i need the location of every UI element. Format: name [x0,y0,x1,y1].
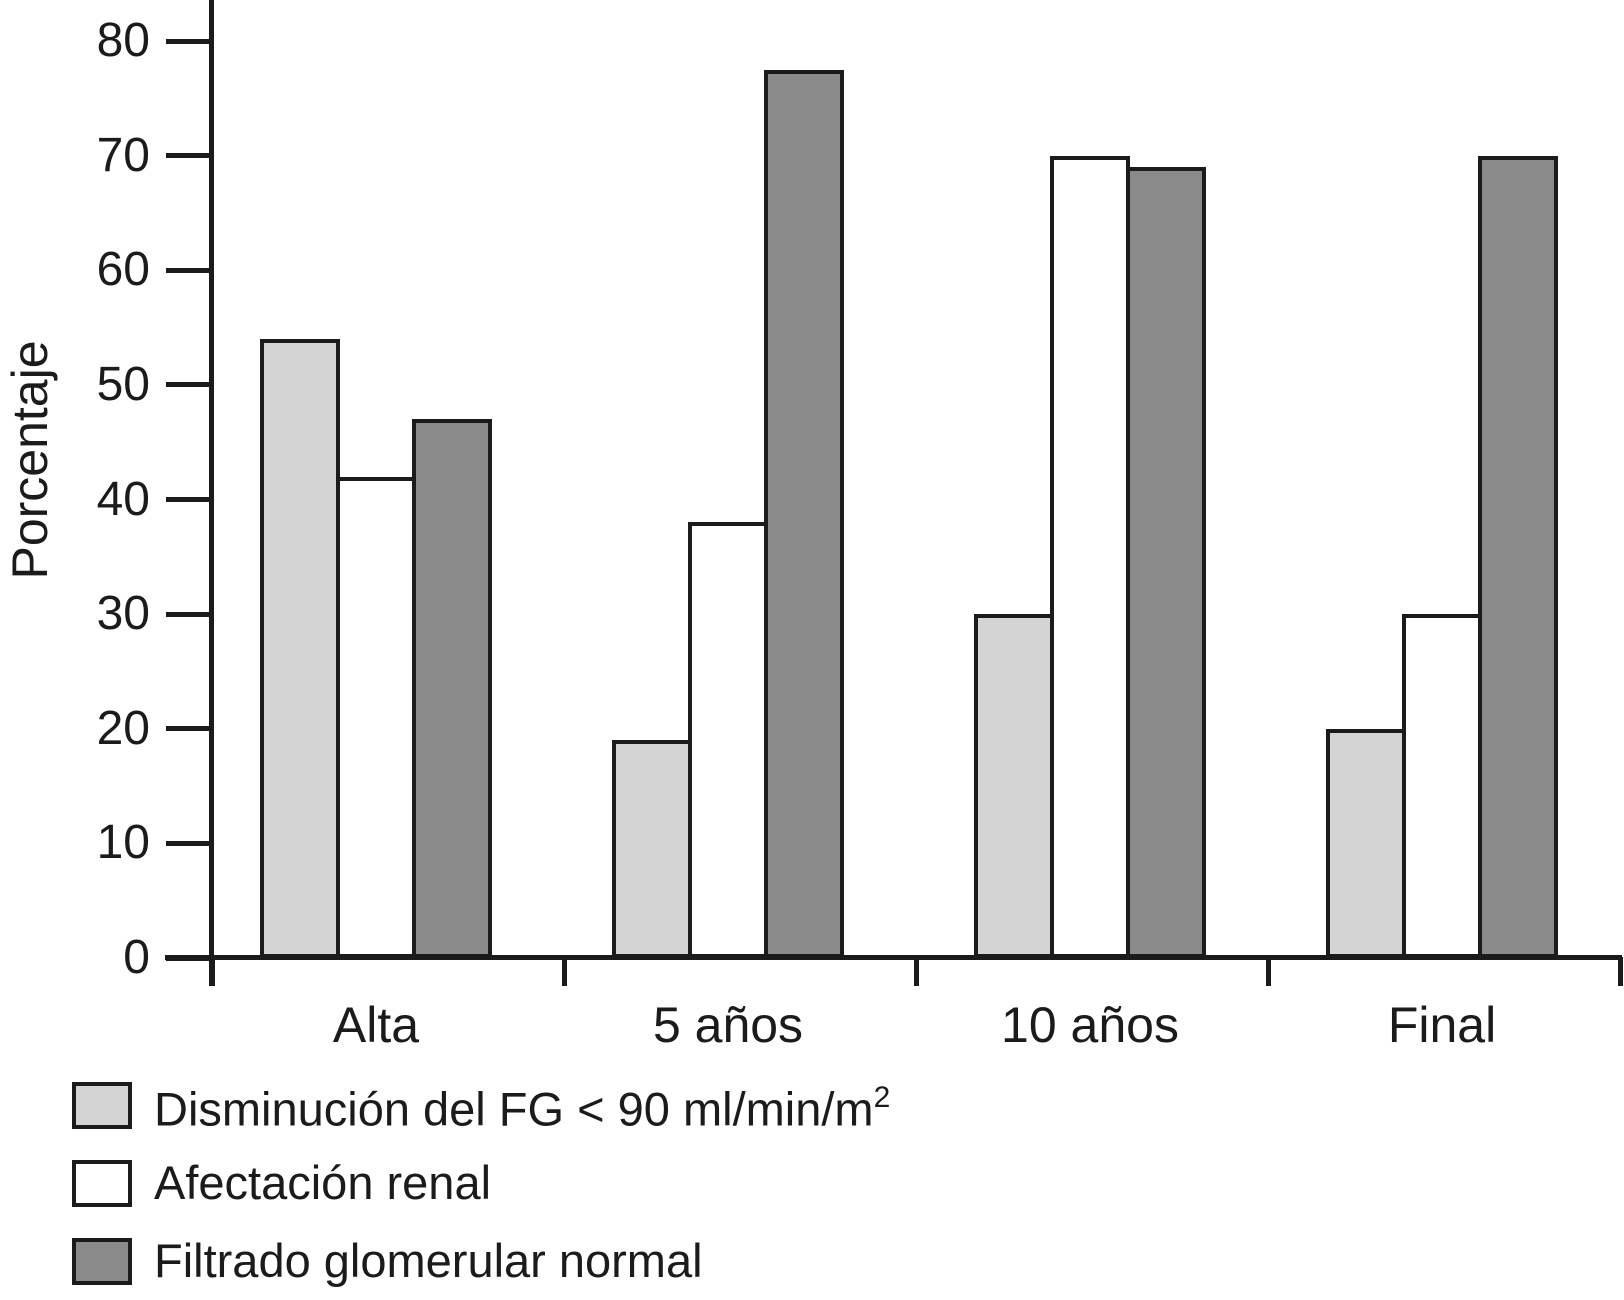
bar-5-a-os-disminuci-n-del-fg-90-ml [612,740,692,958]
bar-alta-disminuci-n-del-fg-90-ml [260,339,340,958]
x-category-label-10-a-os: 10 años [1001,997,1179,1053]
x-category-label-final: Final [1387,997,1497,1053]
x-category-label-alta: Alta [332,997,420,1053]
y-tick-label-60: 60 [96,243,150,297]
x-tick-line-3 [1265,957,1271,986]
bar-final-disminuci-n-del-fg-90-ml [1326,729,1406,958]
y-tick-line-0 [166,955,212,961]
y-axis-line [209,0,214,986]
y-tick-line-70 [166,153,212,159]
x-category-label-5-a-os: 5 años [652,997,804,1053]
legend-swatch-1 [72,1159,132,1207]
y-tick-label-20: 20 [96,701,150,755]
bar-alta-filtrado-glomerular-norm [412,419,492,958]
y-tick-label-50: 50 [96,357,150,411]
bar-10-a-os-disminuci-n-del-fg-90-ml [974,614,1054,958]
y-tick-line-30 [166,611,212,617]
legend: Disminución del FG < 90 ml/min/m2 Afectac… [72,1080,890,1300]
legend-swatch-0 [72,1081,132,1129]
y-tick-line-50 [166,382,212,388]
bar-5-a-os-filtrado-glomerular-norm [764,70,844,958]
y-tick-label-0: 0 [123,931,150,984]
y-tick-line-10 [166,840,212,846]
legend-item-2: Filtrado glomerular normal [72,1236,890,1286]
legend-label-1: Afectación renal [154,1156,492,1209]
bar-final-afectaci-n-renal [1402,614,1482,958]
y-tick-label-10: 10 [96,816,150,870]
legend-item-0: Disminución del FG < 90 ml/min/m2 [72,1080,890,1134]
legend-label-2: Filtrado glomerular normal [154,1234,703,1287]
y-tick-label-30: 30 [96,587,150,641]
x-tick-line-4 [1617,957,1623,986]
bar-alta-afectaci-n-renal [336,477,416,958]
bar-5-a-os-afectaci-n-renal [688,522,768,958]
y-tick-line-80 [166,38,212,44]
legend-label-superscript-0: 2 [873,1081,891,1115]
y-tick-line-20 [166,726,212,732]
legend-item-1: Afectación renal [72,1158,890,1208]
y-tick-line-40 [166,497,212,502]
y-tick-label-80: 80 [96,14,150,67]
y-tick-line-60 [166,267,212,273]
bar-10-a-os-afectaci-n-renal [1050,156,1130,958]
x-tick-line-1 [561,957,567,986]
x-axis-line [165,955,1622,960]
x-tick-line-0 [209,957,215,986]
bar-final-filtrado-glomerular-norm [1478,156,1558,958]
y-tick-label-70: 70 [96,128,150,182]
y-tick-label-40: 40 [96,472,150,526]
bar-10-a-os-filtrado-glomerular-norm [1126,167,1206,958]
legend-swatch-2 [72,1237,132,1285]
x-tick-line-2 [913,957,919,986]
legend-label-0: Disminución del FG < 90 ml/min/m2 [154,1081,891,1136]
